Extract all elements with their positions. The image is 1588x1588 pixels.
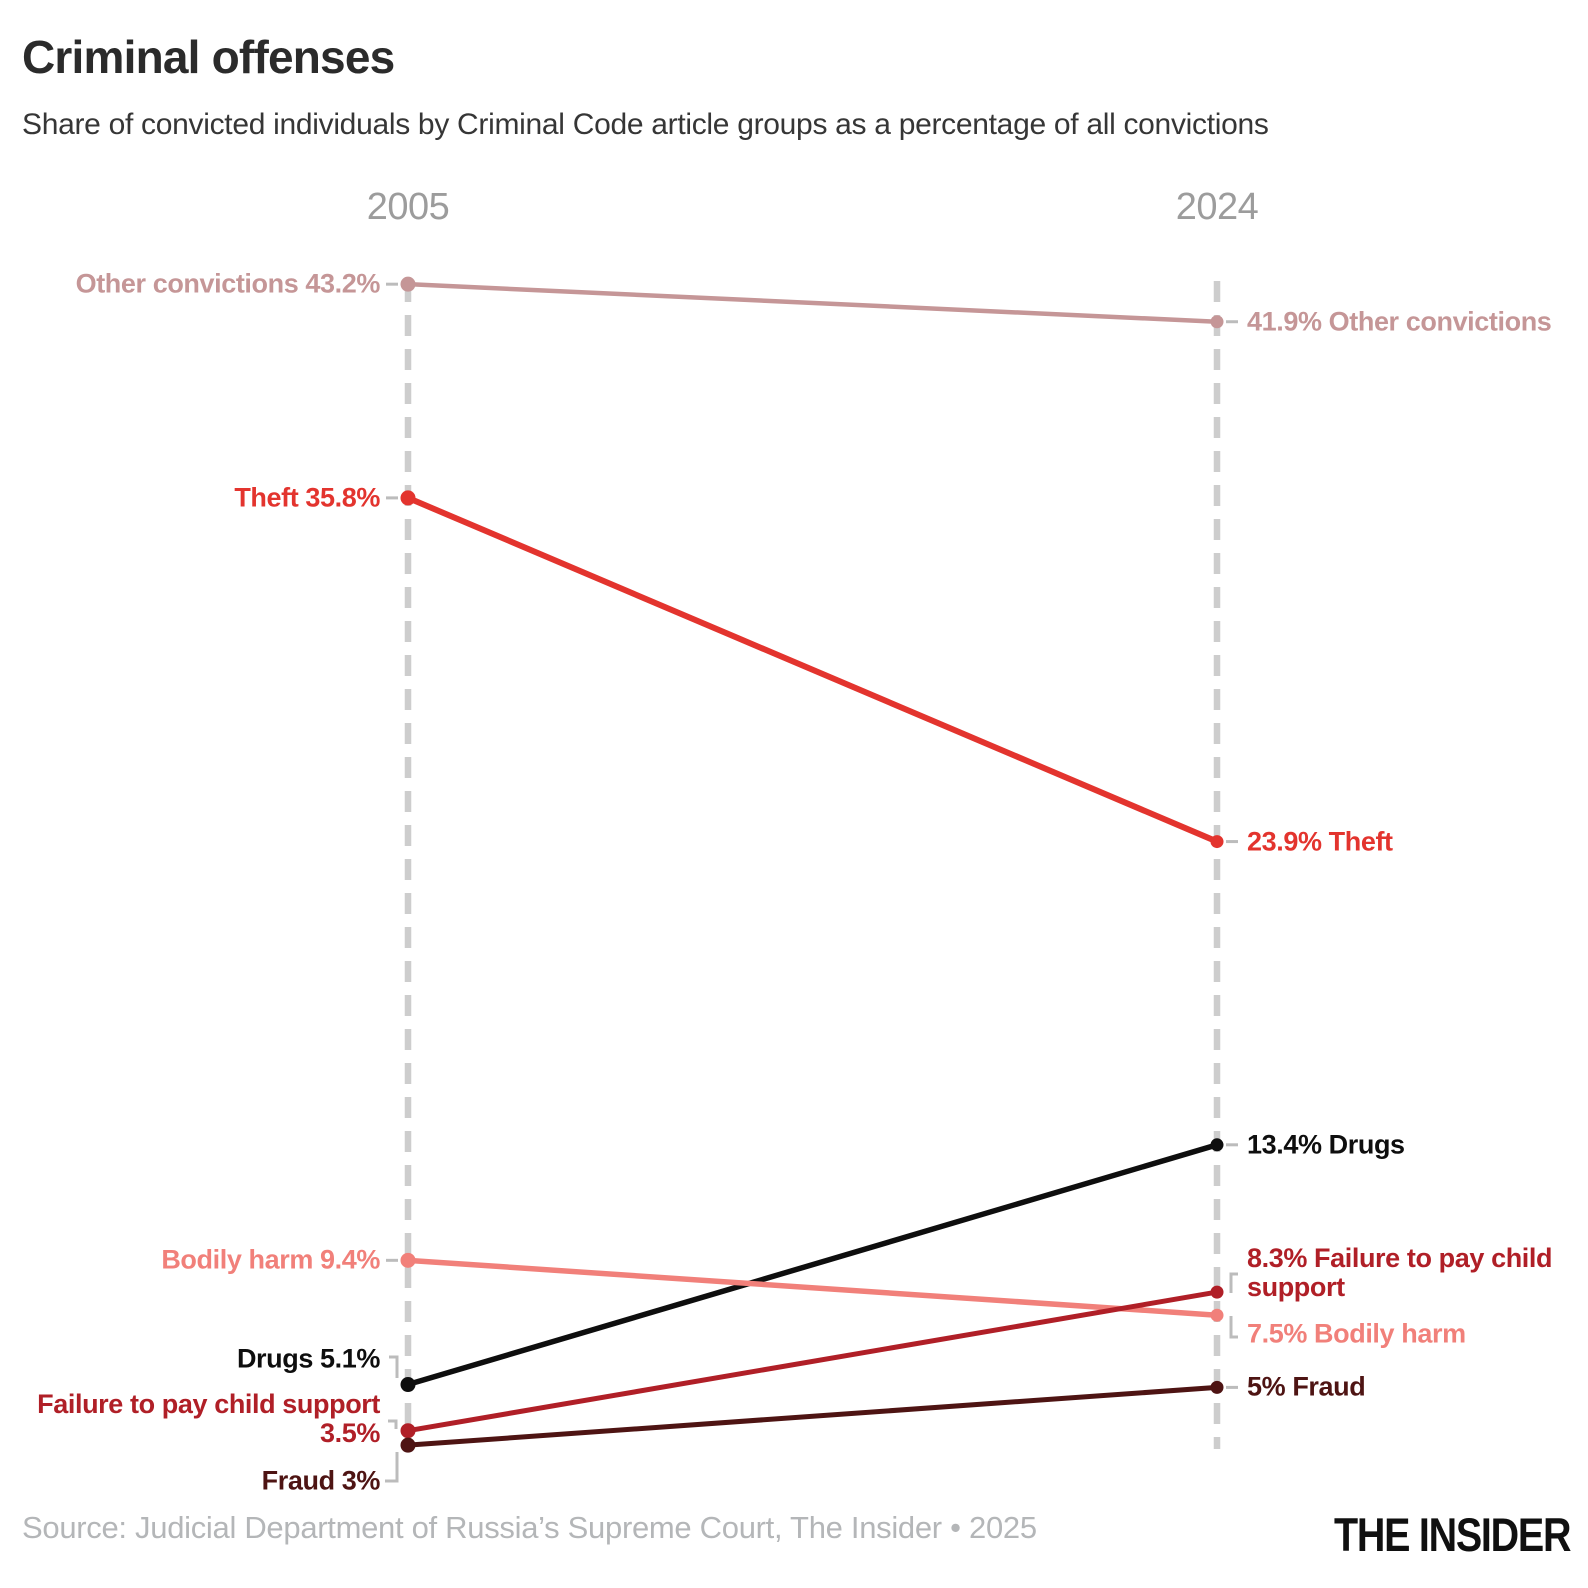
dot-2024-other-convictions <box>1210 315 1224 329</box>
chart-subtitle: Share of convicted individuals by Crimin… <box>22 108 1269 141</box>
series-line-theft <box>406 495 1219 845</box>
label-2005-theft: Theft 35.8% <box>234 482 380 513</box>
dot-2005-other-convictions <box>400 276 416 292</box>
bracket-2024-bodily-harm <box>1229 1316 1238 1339</box>
label-2005-child-support: Failure to pay child support 3.5% <box>37 1388 380 1448</box>
label-2005-drugs: Drugs 5.1% <box>236 1343 380 1373</box>
dot-2024-drugs <box>1210 1138 1224 1152</box>
series-line-bodily-harm <box>407 1257 1218 1318</box>
label-2005-bodily-harm: Bodily harm 9.4% <box>161 1244 380 1275</box>
column-header-2005: 2005 <box>366 186 450 228</box>
dot-2024-theft <box>1210 835 1224 849</box>
dot-2024-failure-to-pay-child-support <box>1210 1285 1224 1299</box>
label-2024-other-convictions: 41.9% Other convictions <box>1247 306 1552 337</box>
source-credit: Source: Judicial Department of Russia’s … <box>22 1510 1037 1545</box>
page-title: Criminal offenses <box>22 31 395 83</box>
label-2024-theft: 23.9% Theft <box>1247 826 1393 857</box>
dot-2024-fraud <box>1210 1380 1224 1394</box>
dot-2005-bodily-harm <box>400 1252 416 1268</box>
dot-2024-bodily-harm <box>1210 1308 1224 1322</box>
label-2005-other-convictions: Other convictions 43.2% <box>75 268 381 299</box>
the-insider-logo: THE INSIDER <box>1333 1508 1571 1561</box>
bracket-2005-failure-to-pay-child-support <box>388 1419 398 1429</box>
label-2024-drugs: 13.4% Drugs <box>1247 1129 1405 1160</box>
series-line-other-convictions <box>407 281 1218 324</box>
dot-2005-failure-to-pay-child-support <box>400 1423 416 1439</box>
label-2024-bodily-harm: 7.5% Bodily harm <box>1247 1318 1466 1349</box>
bracket-2005-fraud <box>385 1452 399 1483</box>
series-line-drugs <box>407 1142 1218 1388</box>
dot-2005-fraud <box>400 1437 416 1453</box>
bracket-2005-drugs <box>389 1355 399 1378</box>
series-line-fraud <box>407 1384 1218 1448</box>
dot-2005-drugs <box>400 1377 416 1393</box>
bracket-2024-failure-to-pay-child-support <box>1229 1272 1238 1293</box>
series-line-failure-to-pay-child-support <box>407 1289 1218 1434</box>
dot-2005-theft <box>400 490 416 506</box>
column-header-2024: 2024 <box>1175 186 1259 228</box>
label-2005-fraud: Fraud 3% <box>261 1465 381 1496</box>
label-2024-fraud: 5% Fraud <box>1247 1371 1366 1402</box>
label-2024-child-support: 8.3% Failure to pay child support <box>1247 1243 1553 1303</box>
